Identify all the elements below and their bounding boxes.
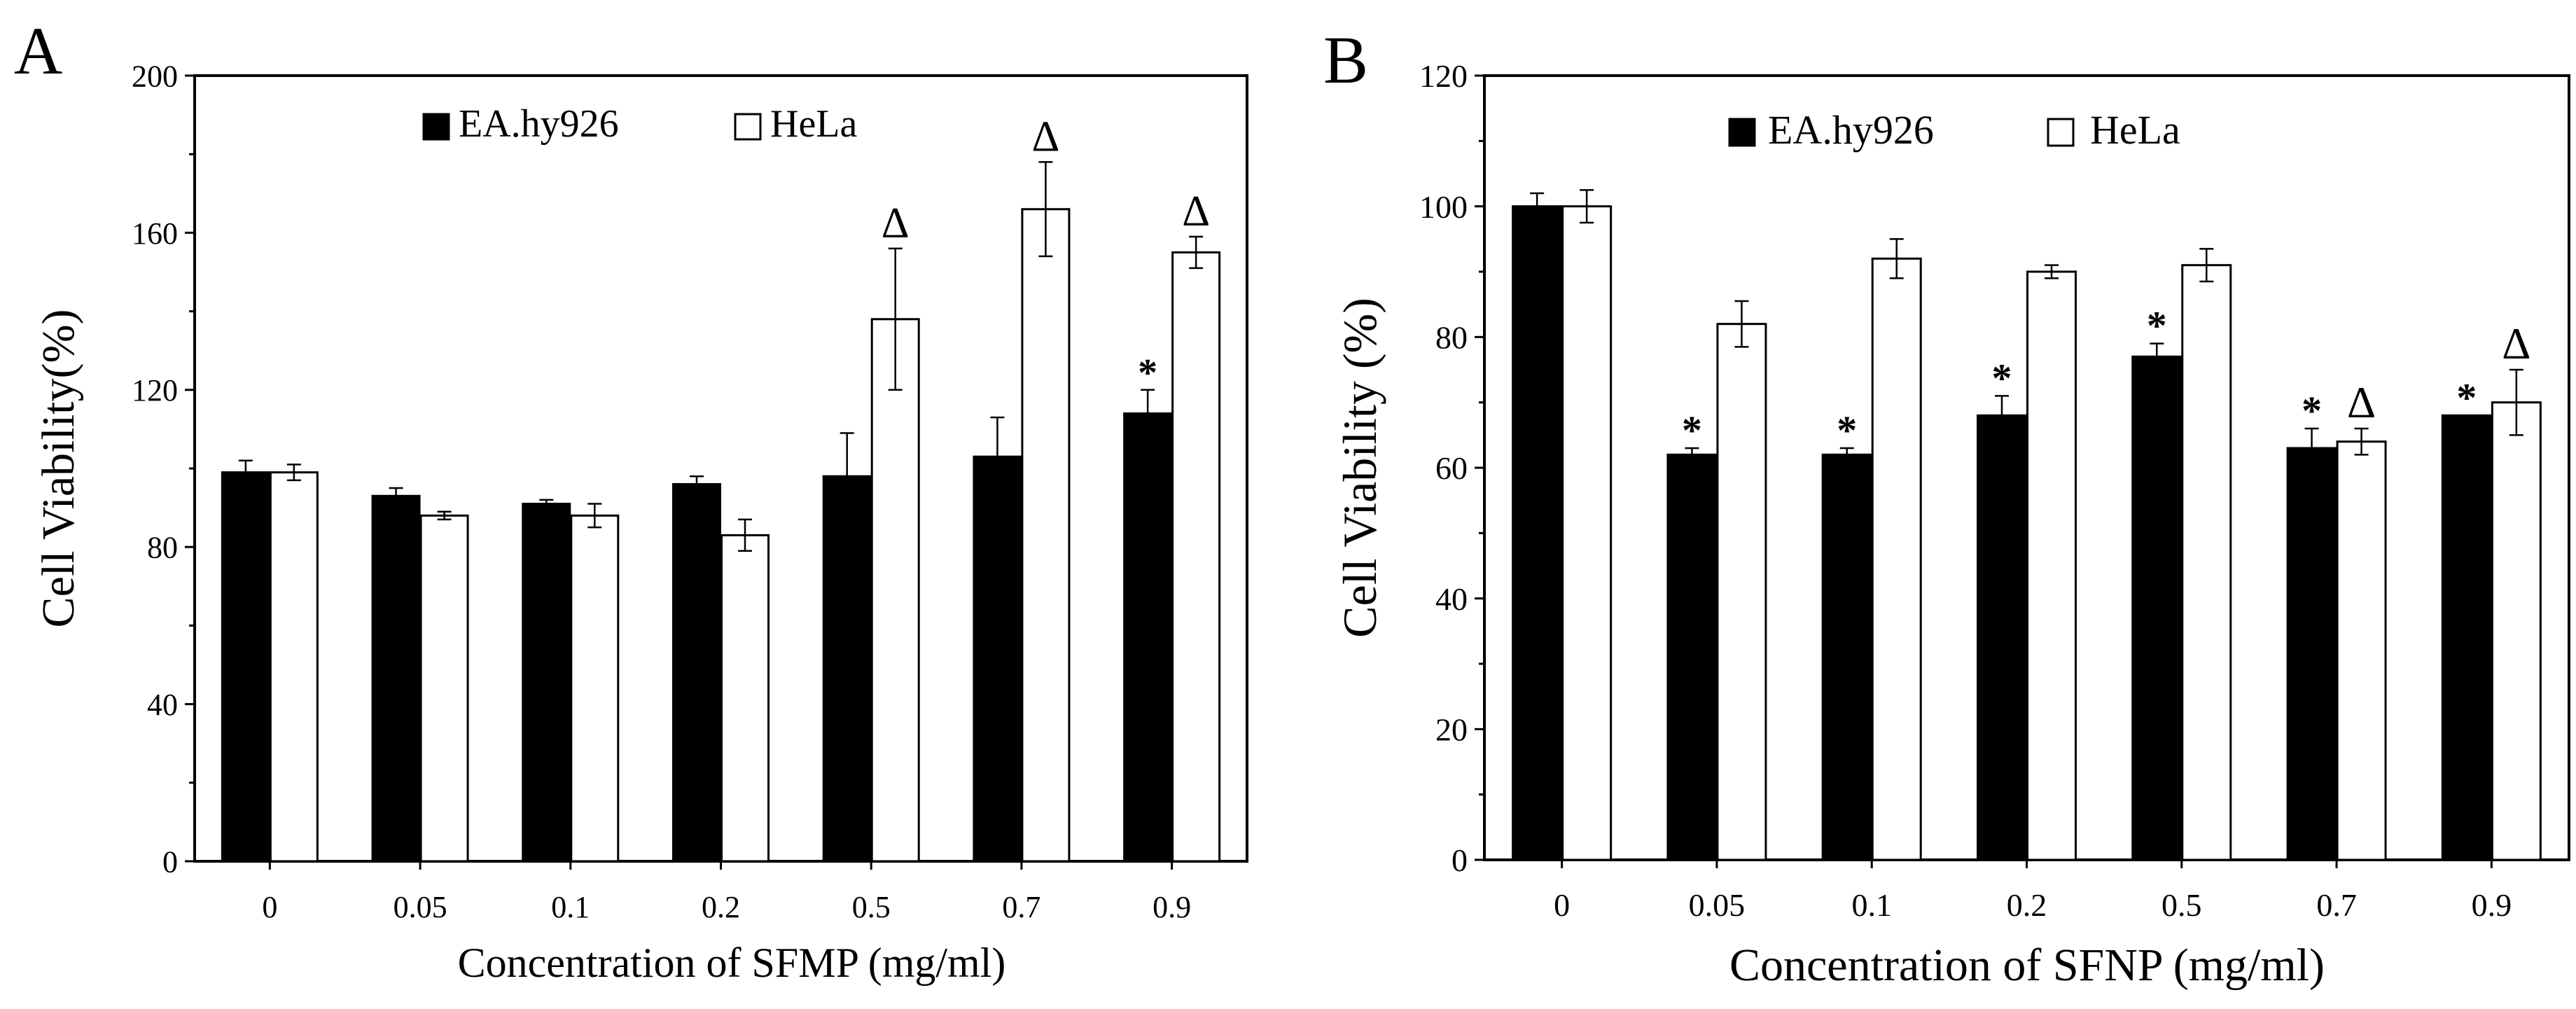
- bar-ea-hy926: [221, 471, 270, 863]
- bar-hela: [2026, 270, 2077, 861]
- bar-ea-hy926: [822, 475, 872, 863]
- legend-label-hela: HeLa: [2090, 107, 2180, 153]
- y-tick-label: 80: [1435, 319, 1468, 355]
- bar-hela: [1171, 251, 1221, 863]
- panel-b: B 0 20 40 60 80 100 120 0 0.05 0.1 0.2 0.5 0.7 0.9 * *…: [1323, 22, 2570, 991]
- significance-triangle: Δ: [882, 200, 910, 247]
- legend-label-ea-hy926: EA.hy926: [1768, 107, 1934, 153]
- y-tick-label: 20: [1435, 711, 1468, 747]
- bar-hela: [870, 318, 920, 863]
- panel-label: A: [14, 13, 62, 88]
- legend: EA.hy926 HeLa: [422, 102, 858, 146]
- significance-star: *: [2456, 375, 2477, 420]
- y-tick-label: 200: [132, 59, 178, 93]
- x-tick-label: 0.05: [1689, 887, 1746, 923]
- bar-ea-hy926: [2131, 355, 2182, 861]
- y-tick-label: 0: [1451, 842, 1468, 878]
- y-tick-label: 0: [162, 844, 178, 879]
- y-axis-title: Cell Viability (%): [1333, 298, 1386, 638]
- bar-ea-hy926: [2441, 414, 2492, 861]
- x-tick-label: 0.2: [702, 890, 740, 924]
- legend-swatch-hela: [2047, 118, 2075, 147]
- significance-star: *: [1138, 352, 1157, 395]
- significance-star: *: [1992, 355, 2012, 401]
- bar-ea-hy926: [522, 502, 571, 863]
- x-tick-label: 0.1: [551, 890, 590, 924]
- bar-hela: [570, 514, 620, 863]
- bar-hela: [2336, 440, 2387, 861]
- x-tick-label: 0.5: [852, 890, 891, 924]
- legend-label-ea-hy926: EA.hy926: [459, 102, 619, 146]
- bar-ea-hy926: [371, 494, 421, 863]
- legend-swatch-ea-hy926: [422, 113, 450, 141]
- significance-triangle: Δ: [1031, 113, 1059, 160]
- significance-triangle: Δ: [1182, 188, 1210, 235]
- x-axis-title: Concentration of SFMP (mg/ml): [458, 940, 1006, 986]
- legend: EA.hy926 HeLa: [1728, 107, 2180, 153]
- y-tick-label: 40: [147, 688, 178, 722]
- x-tick-label: 0.5: [2161, 887, 2202, 923]
- significance-triangle: Δ: [2502, 319, 2530, 368]
- bar-hela: [2491, 401, 2542, 861]
- x-tick-label: 0.9: [1153, 890, 1191, 924]
- bar-hela: [1561, 205, 1613, 861]
- significance-star: *: [2147, 303, 2167, 349]
- y-tick-label: 80: [147, 531, 178, 565]
- panel-a: A 0 40 80 120 160 200 0 0.05 0.1 0.2 0.5 0.7 0.9 Δ Δ *…: [14, 13, 1248, 986]
- x-tick-label: 0: [1554, 887, 1570, 923]
- x-tick-label: 0.05: [394, 890, 447, 924]
- x-axis-title: Concentration of SFNP (mg/ml): [1729, 940, 2325, 991]
- bar-hela: [1021, 208, 1071, 863]
- bar-hela: [2181, 264, 2232, 861]
- significance-triangle: Δ: [2347, 377, 2376, 427]
- x-tick-label: 0: [262, 890, 277, 924]
- bar-hela: [269, 471, 319, 863]
- bar-ea-hy926: [973, 455, 1022, 863]
- y-tick-label: 40: [1435, 581, 1468, 617]
- y-tick-label: 120: [132, 373, 178, 408]
- legend-label-hela: HeLa: [770, 102, 858, 146]
- bar-hela: [419, 514, 469, 863]
- bar-ea-hy926: [1123, 412, 1173, 863]
- bar-ea-hy926: [2286, 447, 2337, 861]
- y-tick-label: 60: [1435, 450, 1468, 486]
- significance-star: *: [2302, 388, 2322, 433]
- x-tick-label: 0.2: [2007, 887, 2047, 923]
- significance-star: *: [1682, 408, 1702, 453]
- bar-hela: [1871, 257, 1922, 861]
- x-tick-label: 0.1: [1851, 887, 1892, 923]
- x-tick-label: 0.7: [1002, 890, 1040, 924]
- x-tick-label: 0.9: [2472, 887, 2512, 923]
- bar-hela: [1716, 323, 1767, 861]
- significance-star: *: [1837, 408, 1857, 453]
- bar-ea-hy926: [1977, 414, 2027, 861]
- y-axis-title: Cell Viability(%): [33, 309, 84, 628]
- y-tick-label: 100: [1419, 189, 1468, 225]
- bar-hela: [720, 534, 770, 863]
- bar-ea-hy926: [672, 482, 721, 863]
- legend-swatch-hela: [734, 113, 762, 141]
- legend-swatch-ea-hy926: [1728, 118, 1756, 147]
- bar-ea-hy926: [1666, 453, 1718, 861]
- panel-label: B: [1323, 22, 1368, 97]
- bar-ea-hy926: [1821, 453, 1872, 861]
- x-tick-label: 0.7: [2316, 887, 2357, 923]
- y-tick-label: 120: [1419, 58, 1468, 94]
- bar-ea-hy926: [1512, 205, 1563, 861]
- y-tick-label: 160: [132, 216, 178, 251]
